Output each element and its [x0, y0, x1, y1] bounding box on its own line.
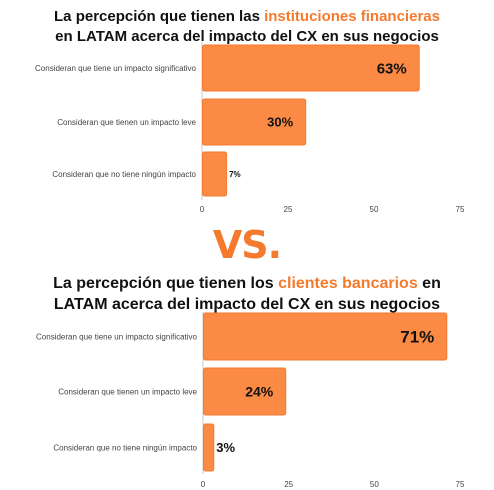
- chart-1-bar-3: [202, 151, 228, 197]
- chart-2-value-label-3: 3%: [216, 440, 235, 455]
- chart-2-title-line-1: La percepción que tienen los clientes ba…: [0, 273, 494, 294]
- chart-1-value-label-2: 30%: [267, 115, 293, 130]
- chart-1-category-label-3: Consideran que no tiene ningún impacto: [52, 170, 196, 179]
- chart-2-bar-2: [203, 367, 287, 416]
- chart-2-title-line-2: LATAM acerca del impacto del CX en sus n…: [53, 296, 441, 313]
- chart-1-value-label-3: 7%: [229, 170, 241, 179]
- chart-1-bar-2: [202, 98, 307, 146]
- chart-1-category-label-2: Consideran que tienen un impacto leve: [57, 118, 196, 127]
- chart-2-category-label-3: Consideran que no tiene ningún impacto: [53, 444, 197, 453]
- chart-2-title: La percepción que tienen los clientes ba…: [0, 273, 494, 315]
- chart-2-category-label-2: Consideran que tienen un impacto leve: [58, 388, 197, 397]
- chart-1-title-line-1: La percepción que tienen las institucion…: [0, 7, 494, 27]
- chart-1-title-line-2: en LATAM acerca del impacto del CX en su…: [55, 28, 439, 45]
- chart-2-tick-label-50: 50: [370, 480, 379, 489]
- vs-label: VS.: [212, 223, 282, 267]
- chart-2-value-label-1: 71%: [400, 328, 434, 347]
- chart-1-title-prefix: La percepción que tienen las: [54, 8, 265, 25]
- chart-1-category-label-1: Consideran que tiene un impacto signific…: [35, 64, 197, 73]
- chart-1-tick-label-75: 75: [456, 205, 465, 214]
- chart-2-bar-3: [203, 423, 215, 472]
- chart-2-tick-label-25: 25: [284, 480, 293, 489]
- chart-2-category-label-1: Consideran que tiene un impacto signific…: [36, 333, 198, 342]
- chart-2-bar-1: [203, 312, 448, 361]
- chart-1-title: La percepción que tienen las institucion…: [0, 7, 494, 47]
- chart-1-tick-label-0: 0: [200, 205, 205, 214]
- chart-2-title-suffix: en: [417, 275, 441, 292]
- chart-2-tick-label-75: 75: [456, 480, 465, 489]
- chart-2-tick-label-0: 0: [201, 480, 206, 489]
- chart-1-tick-label-25: 25: [284, 205, 293, 214]
- chart-1-value-label-1: 63%: [377, 60, 407, 77]
- chart-2-value-label-2: 24%: [245, 384, 274, 400]
- chart-1-tick-label-50: 50: [370, 205, 379, 214]
- chart-1-title-highlight: instituciones financieras: [264, 8, 440, 25]
- chart-2-title-highlight: clientes bancarios: [278, 275, 418, 292]
- chart-2-title-prefix: La percepción que tienen los: [53, 275, 279, 292]
- chart-1-bar-1: [202, 44, 420, 92]
